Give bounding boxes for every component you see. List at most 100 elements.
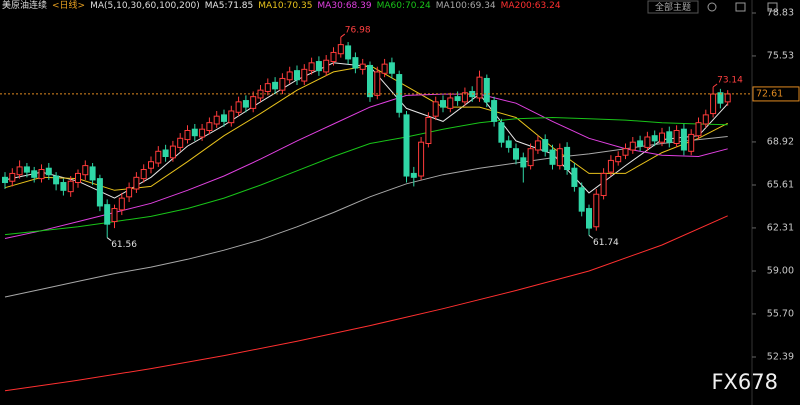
candle-body [483,77,490,103]
legend-entry: MA10:70.35 [258,1,313,11]
candle-body [169,145,176,159]
candle-body [717,92,724,104]
candle-body [454,96,461,102]
candle-body [345,45,352,60]
indicator: MA(5,10,30,60,100,200) [90,1,200,11]
candle-body [213,115,220,125]
candle-body [549,149,556,165]
candle-body [688,133,695,152]
candle-body [702,114,709,125]
annotation: 61.74 [593,238,619,248]
candle-body [38,169,45,180]
candle-body [673,129,680,144]
candle-body [520,157,527,168]
help-icon[interactable] [707,2,717,12]
candle-body [315,61,322,72]
settings-icon[interactable] [735,2,746,12]
candle-body [534,140,541,151]
candle-body [162,149,169,158]
candle-body [96,178,103,207]
watermark: FX678 [711,370,778,394]
candle-body [140,169,147,180]
candle-body [330,51,337,63]
candle-body [476,76,483,99]
last-price-box [752,86,800,102]
candle-body [498,122,505,143]
candle-body [148,161,154,169]
candle-body [542,139,549,152]
ma-line [4,136,728,298]
candle-body [388,62,395,74]
candle-body [461,92,468,103]
candle-body [272,81,279,90]
candle-body [2,176,8,184]
candle-body [651,135,658,142]
y-tick-label: 52.39 [767,351,794,362]
candle-body [629,141,636,151]
candle-body [418,141,425,177]
y-tick-label: 68.92 [767,136,794,147]
candle-body [666,131,673,143]
candle-body [45,167,52,176]
candle-body [564,146,571,171]
y-tick-label: 55.70 [767,308,794,319]
y-tick-label: 75.53 [767,50,794,61]
annotation-leader [712,83,718,88]
candle-body [571,167,578,187]
instrument: 美原油连续 [2,1,48,11]
candle-body [60,182,67,191]
y-tick-label: 65.61 [767,180,794,191]
candle-body [228,110,235,124]
candle-body [352,57,359,69]
candle-body [440,100,446,108]
candle-body [67,180,74,193]
candle-body [695,122,702,137]
layout-icon[interactable] [767,2,778,12]
candle-body [644,136,651,148]
legend-entry: MA200:63.24 [500,1,561,11]
candle-body [111,208,118,223]
candle-body [82,165,89,176]
last-price-label: 72.61 [756,88,783,99]
candle-body [578,187,585,212]
candle-body [308,62,315,72]
candle-body [133,176,140,190]
candle-body [337,44,344,55]
candle-body [301,68,308,82]
candle-body [600,172,607,197]
candle-body [250,96,257,109]
candle-body [593,193,600,228]
candle-body [206,122,213,131]
legend-entry: MA30:68.39 [317,1,372,11]
header: 美原油连续 <日线> MA(5,10,30,60,100,200) MA5:71… [2,0,561,13]
annotation-leader [588,234,594,239]
candle-body [527,148,534,167]
legend-entry: MA60:70.24 [376,1,431,11]
candle-body [286,71,293,81]
candle-body [104,204,111,225]
candle-body [279,77,286,91]
candle-body [221,114,227,122]
candle-body [191,128,198,137]
candle-body [359,63,366,70]
theme-button-frame[interactable] [647,0,699,14]
legend-entry: MA100:69.34 [435,1,496,11]
candle-body [432,101,439,117]
candle-body [75,172,81,184]
candle-body [264,83,271,92]
candle-body [513,148,519,160]
ma-line [4,215,728,392]
ma-line [4,116,728,236]
theme-button[interactable]: 全部主题 [655,1,691,13]
y-tick-label: 78.83 [767,8,794,19]
candle-body [53,175,60,185]
candle-body [410,172,417,178]
candle-body [491,100,498,122]
candle-body [294,70,300,81]
candle-body [155,150,162,164]
candle-body [235,101,242,113]
ma-line [4,64,728,191]
candle-body [680,128,687,151]
candle-body [323,59,330,73]
